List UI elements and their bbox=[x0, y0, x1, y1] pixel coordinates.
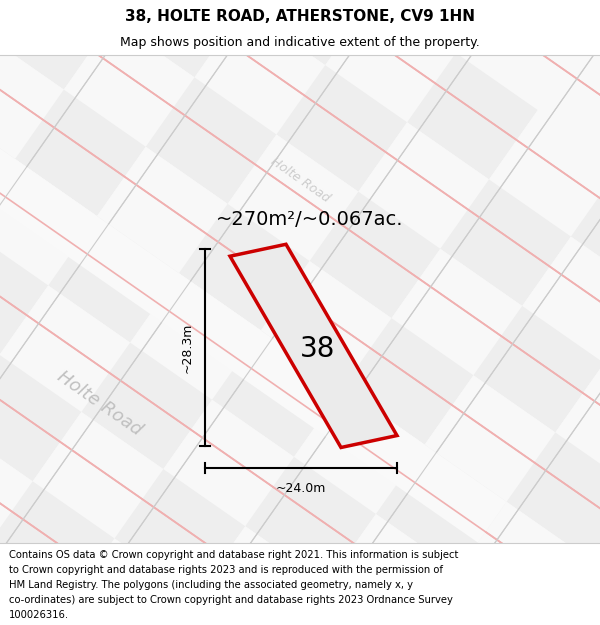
Polygon shape bbox=[589, 489, 600, 616]
Polygon shape bbox=[0, 286, 130, 412]
Polygon shape bbox=[0, 159, 97, 286]
Polygon shape bbox=[32, 412, 163, 539]
Polygon shape bbox=[278, 583, 409, 625]
Polygon shape bbox=[473, 306, 600, 432]
Polygon shape bbox=[17, 608, 148, 625]
Polygon shape bbox=[31, 0, 161, 20]
Polygon shape bbox=[294, 388, 425, 514]
Text: 100026316.: 100026316. bbox=[9, 610, 69, 620]
Polygon shape bbox=[161, 0, 292, 8]
Polygon shape bbox=[243, 0, 374, 65]
Polygon shape bbox=[325, 0, 456, 122]
Text: 38: 38 bbox=[301, 335, 335, 363]
Polygon shape bbox=[0, 0, 506, 542]
Polygon shape bbox=[425, 375, 556, 502]
Polygon shape bbox=[0, 32, 64, 159]
Polygon shape bbox=[146, 78, 277, 204]
Polygon shape bbox=[506, 432, 600, 559]
Text: 38, HOLTE ROAD, ATHERSTONE, CV9 1HN: 38, HOLTE ROAD, ATHERSTONE, CV9 1HN bbox=[125, 9, 475, 24]
Polygon shape bbox=[196, 526, 327, 625]
Text: ~24.0m: ~24.0m bbox=[276, 482, 326, 495]
Polygon shape bbox=[343, 318, 473, 444]
Polygon shape bbox=[194, 8, 325, 134]
Polygon shape bbox=[212, 331, 343, 457]
Polygon shape bbox=[113, 0, 243, 78]
Polygon shape bbox=[327, 514, 458, 625]
Polygon shape bbox=[0, 424, 32, 551]
Polygon shape bbox=[277, 65, 407, 192]
Polygon shape bbox=[0, 102, 15, 228]
Polygon shape bbox=[571, 168, 600, 294]
Polygon shape bbox=[64, 20, 194, 147]
Polygon shape bbox=[0, 0, 113, 89]
Polygon shape bbox=[245, 457, 376, 583]
Polygon shape bbox=[0, 228, 48, 355]
Polygon shape bbox=[358, 122, 489, 249]
Text: ~270m²/~0.067ac.: ~270m²/~0.067ac. bbox=[216, 210, 404, 229]
Text: co-ordinates) are subject to Crown copyright and database rights 2023 Ordnance S: co-ordinates) are subject to Crown copyr… bbox=[9, 595, 453, 605]
Polygon shape bbox=[115, 469, 245, 596]
Polygon shape bbox=[15, 89, 146, 216]
Polygon shape bbox=[407, 53, 538, 179]
Polygon shape bbox=[409, 571, 540, 625]
Polygon shape bbox=[522, 236, 600, 363]
Polygon shape bbox=[540, 559, 600, 625]
Text: HM Land Registry. The polygons (including the associated geometry, namely x, y: HM Land Registry. The polygons (includin… bbox=[9, 580, 413, 590]
Polygon shape bbox=[0, 551, 66, 625]
Polygon shape bbox=[556, 363, 600, 489]
Text: to Crown copyright and database rights 2023 and is reproduced with the permissio: to Crown copyright and database rights 2… bbox=[9, 565, 443, 575]
Polygon shape bbox=[163, 400, 294, 526]
Polygon shape bbox=[0, 355, 82, 481]
Text: ~28.3m: ~28.3m bbox=[181, 322, 193, 373]
Polygon shape bbox=[66, 539, 196, 625]
Text: Holte Road: Holte Road bbox=[54, 368, 146, 439]
Polygon shape bbox=[391, 249, 522, 375]
Polygon shape bbox=[230, 244, 397, 448]
Polygon shape bbox=[440, 179, 571, 306]
Polygon shape bbox=[179, 204, 310, 331]
Polygon shape bbox=[0, 620, 17, 625]
Polygon shape bbox=[148, 596, 278, 625]
Polygon shape bbox=[227, 134, 358, 261]
Polygon shape bbox=[489, 110, 600, 236]
Polygon shape bbox=[0, 481, 115, 608]
Polygon shape bbox=[0, 0, 31, 32]
Polygon shape bbox=[310, 192, 440, 318]
Polygon shape bbox=[130, 273, 261, 400]
Text: Map shows position and indicative extent of the property.: Map shows position and indicative extent… bbox=[120, 36, 480, 49]
Polygon shape bbox=[458, 502, 589, 625]
Polygon shape bbox=[48, 216, 179, 342]
Text: Contains OS data © Crown copyright and database right 2021. This information is : Contains OS data © Crown copyright and d… bbox=[9, 549, 458, 559]
Text: Holte Road: Holte Road bbox=[268, 154, 332, 204]
Polygon shape bbox=[97, 147, 227, 273]
Polygon shape bbox=[82, 342, 212, 469]
Polygon shape bbox=[376, 444, 506, 571]
Polygon shape bbox=[261, 261, 391, 388]
